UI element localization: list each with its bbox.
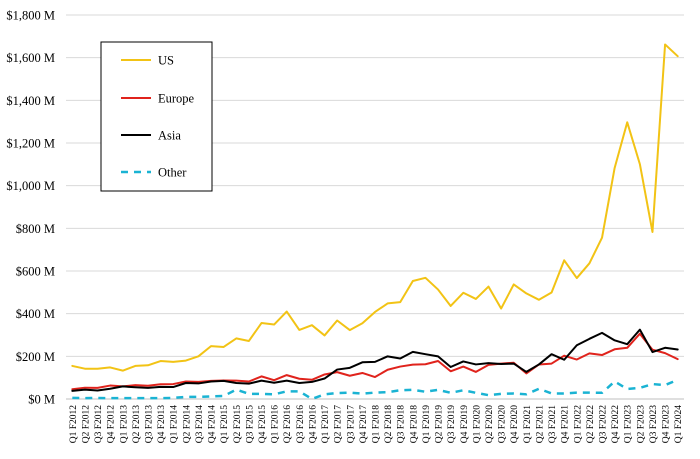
legend: US Europe Asia Other: [100, 41, 213, 192]
x-tick-label: Q4 F2016: [308, 405, 318, 444]
x-tick-label: Q2 F2023: [636, 405, 646, 444]
x-tick-label: Q1 F2022: [573, 405, 583, 444]
x-tick-label: Q3 F2016: [296, 405, 306, 444]
x-tick-label: Q3 F2014: [195, 405, 205, 444]
x-tick-label: Q4 F2021: [561, 405, 571, 444]
x-tick-label: Q3 F2019: [447, 405, 457, 444]
legend-label-asia: Asia: [158, 129, 181, 143]
x-tick-label: Q3 F2023: [649, 405, 659, 444]
plot-series: [71, 43, 679, 401]
x-tick-label: Q4 F2012: [107, 405, 117, 444]
x-tick-labels: Q1 F2012 Q2 F2012 Q3 F2012 Q4 F2012 Q1 F2013…: [69, 405, 684, 444]
y-tick-label: $1,200 M: [6, 137, 55, 151]
y-tick-label: $1,800 M: [6, 9, 55, 23]
x-tick-label: Q4 F2014: [208, 405, 218, 444]
x-tick-label: Q2 F2013: [132, 405, 142, 444]
x-tick-label: Q1 F2013: [119, 405, 129, 444]
legend-label-us: US: [158, 54, 174, 68]
x-tick-label: Q2 F2020: [485, 405, 495, 444]
x-tick-label: Q3 F2017: [346, 405, 356, 444]
x-tick-label: Q1 F2015: [220, 405, 230, 444]
y-tick-label: $600 M: [16, 265, 55, 279]
x-tick-label: Q3 F2012: [94, 405, 104, 444]
x-tick-label: Q1 F2012: [69, 405, 79, 444]
x-tick-label: Q2 F2015: [233, 405, 243, 444]
series-line-us: [71, 43, 679, 372]
series-line-asia: [71, 328, 679, 392]
x-tick-label: Q2 F2014: [182, 405, 192, 444]
x-tick-label: Q2 F2017: [334, 405, 344, 444]
x-tick-label: Q4 F2019: [460, 405, 470, 444]
y-tick-label: $1,600 M: [6, 51, 55, 65]
legend-label-europe: Europe: [158, 92, 195, 106]
y-tick-label: $400 M: [16, 307, 55, 321]
x-tick-label: Q4 F2017: [359, 405, 369, 444]
x-tick-label: Q1 F2018: [372, 405, 382, 444]
x-tick-label: Q1 F2017: [321, 405, 331, 444]
x-tick-label: Q1 F2020: [472, 405, 482, 444]
y-tick-labels: $0 M $200 M $400 M $600 M $800 M $1,000 M $1,2…: [6, 9, 55, 407]
x-tick-label: Q2 F2018: [384, 405, 394, 444]
x-tick-label: Q4 F2018: [409, 405, 419, 444]
x-tick-label: Q2 F2021: [535, 405, 545, 444]
x-tick-label: Q1 F2023: [624, 405, 634, 444]
x-tick-label: Q4 F2020: [510, 405, 520, 444]
x-tick-label: Q1 F2016: [271, 405, 281, 444]
x-tick-label: Q3 F2015: [245, 405, 255, 444]
y-tick-label: $1,000 M: [6, 179, 55, 193]
x-tick-label: Q2 F2019: [435, 405, 445, 444]
x-tick-label: Q1 F2021: [523, 405, 533, 444]
y-tick-label: $800 M: [16, 222, 55, 236]
legend-box: [100, 41, 213, 192]
x-tick-label: Q2 F2016: [283, 405, 293, 444]
series-line-europe: [71, 332, 679, 391]
x-tick-label: Q3 F2013: [144, 405, 154, 444]
y-tick-label: $1,400 M: [6, 94, 55, 108]
y-tick-label: $200 M: [16, 350, 55, 364]
x-tick-label: Q3 F2020: [498, 405, 508, 444]
x-tick-label: Q3 F2022: [599, 405, 609, 444]
x-tick-label: Q1 F2019: [422, 405, 432, 444]
x-tick-label: Q1 F2014: [170, 405, 180, 444]
x-tick-label: Q3 F2021: [548, 405, 558, 444]
x-tick-label: Q3 F2018: [397, 405, 407, 444]
x-tick-label: Q4 F2015: [258, 405, 268, 444]
y-tick-label: $0 M: [28, 393, 55, 407]
x-tick-label: Q2 F2022: [586, 405, 596, 444]
x-tick-label: Q4 F2022: [611, 405, 621, 444]
legend-label-other: Other: [158, 166, 187, 180]
x-tick-label: Q4 F2013: [157, 405, 167, 444]
x-tick-label: Q1 F2024: [674, 405, 684, 444]
series-line-other: [72, 378, 679, 401]
x-tick-label: Q4 F2023: [662, 405, 672, 444]
x-tick-label: Q2 F2012: [81, 405, 91, 444]
